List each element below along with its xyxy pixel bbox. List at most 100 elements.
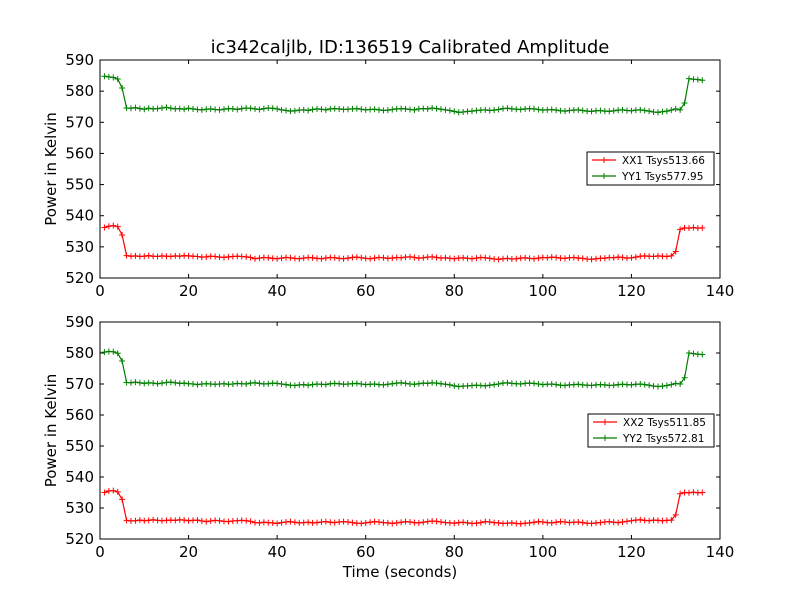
data-point: [362, 519, 369, 526]
data-point: [256, 106, 263, 113]
data-point: [446, 107, 453, 114]
data-point: [637, 516, 644, 523]
data-point: [686, 350, 692, 356]
data-point: [132, 379, 139, 386]
data-point: [535, 381, 542, 387]
data-point: [203, 253, 210, 260]
x-tick-label: 120: [617, 543, 646, 561]
data-point: [216, 517, 223, 524]
data-point: [278, 519, 285, 526]
data-point: [663, 382, 670, 389]
data-point: [305, 382, 312, 389]
data-point: [628, 517, 635, 524]
data-point: [181, 380, 188, 387]
data-point: [491, 107, 498, 114]
data-point: [588, 256, 595, 263]
data-point: [305, 519, 312, 526]
data-point: [114, 223, 121, 230]
data-point: [389, 520, 396, 527]
legend-entry: YY2 Tsys572.81: [622, 433, 704, 445]
y-tick-label: 580: [65, 82, 94, 100]
data-point: [637, 106, 644, 113]
data-point: [473, 520, 480, 527]
data-point: [411, 254, 418, 261]
data-point: [190, 381, 196, 387]
y-tick-label: 590: [65, 313, 94, 331]
data-point: [517, 106, 524, 113]
data-point: [415, 519, 422, 526]
data-point: [588, 108, 595, 115]
data-point: [291, 519, 298, 526]
x-tick-label: 100: [529, 543, 558, 561]
data-point: [699, 77, 706, 84]
data-point: [358, 106, 365, 113]
x-tick-label: 120: [617, 282, 646, 300]
legend-marker: [601, 173, 607, 179]
y-axis-label: Power in Kelvin: [42, 112, 60, 226]
y-axis-label: Power in Kelvin: [42, 374, 60, 488]
data-point: [482, 382, 489, 389]
data-point: [624, 518, 630, 525]
data-point: [460, 254, 467, 261]
data-point: [278, 255, 285, 262]
data-point: [322, 255, 329, 262]
data-point: [119, 358, 126, 365]
data-point: [371, 255, 378, 262]
data-point: [132, 517, 139, 524]
data-point: [128, 105, 134, 112]
legend-entry: XX2 Tsys511.85: [623, 417, 706, 429]
data-point: [167, 379, 174, 386]
data-point: [331, 254, 338, 261]
data-point: [686, 75, 692, 82]
data-point: [398, 379, 405, 386]
data-point: [136, 517, 143, 524]
data-point: [141, 253, 148, 260]
data-point: [198, 518, 205, 525]
data-point: [495, 106, 502, 113]
data-point: [672, 380, 679, 387]
data-point: [646, 517, 653, 524]
data-point: [221, 380, 227, 387]
data-point: [114, 488, 121, 495]
data-point: [371, 106, 378, 113]
legend-box: [587, 413, 715, 448]
data-point: [442, 381, 449, 388]
data-point: [570, 254, 577, 261]
data-point: [336, 105, 343, 112]
data-point: [460, 109, 467, 116]
data-point: [305, 107, 312, 114]
data-point: [287, 518, 294, 525]
legend-marker: [601, 157, 607, 163]
data-point: [252, 105, 258, 112]
series-markers: [101, 222, 706, 263]
data-point: [212, 253, 219, 260]
data-point: [504, 379, 511, 386]
data-point: [114, 75, 121, 82]
x-axis-label: Time (seconds): [342, 563, 458, 581]
data-point: [553, 381, 560, 388]
y-tick-label: 540: [65, 207, 94, 225]
data-point: [260, 105, 267, 112]
data-point: [429, 253, 436, 260]
data-point: [128, 379, 134, 386]
subplot-top: 0 20 40 60 80 100 120 140 520 530 540 550 560 570 580 5…: [42, 51, 734, 300]
data-point: [610, 107, 617, 114]
data-point: [300, 106, 307, 113]
data-point: [668, 107, 675, 114]
data-point: [119, 232, 126, 239]
data-point: [349, 519, 356, 526]
data-point: [548, 519, 555, 526]
data-point: [677, 226, 684, 233]
data-point: [265, 380, 272, 387]
data-point: [690, 489, 697, 496]
data-point: [216, 106, 223, 113]
data-point: [194, 381, 201, 388]
data-point: [309, 381, 316, 388]
data-point: [575, 518, 582, 525]
data-point: [252, 255, 258, 262]
legend-marker: [602, 419, 608, 425]
data-point: [119, 496, 126, 503]
data-point: [486, 255, 493, 262]
data-point: [123, 252, 130, 259]
